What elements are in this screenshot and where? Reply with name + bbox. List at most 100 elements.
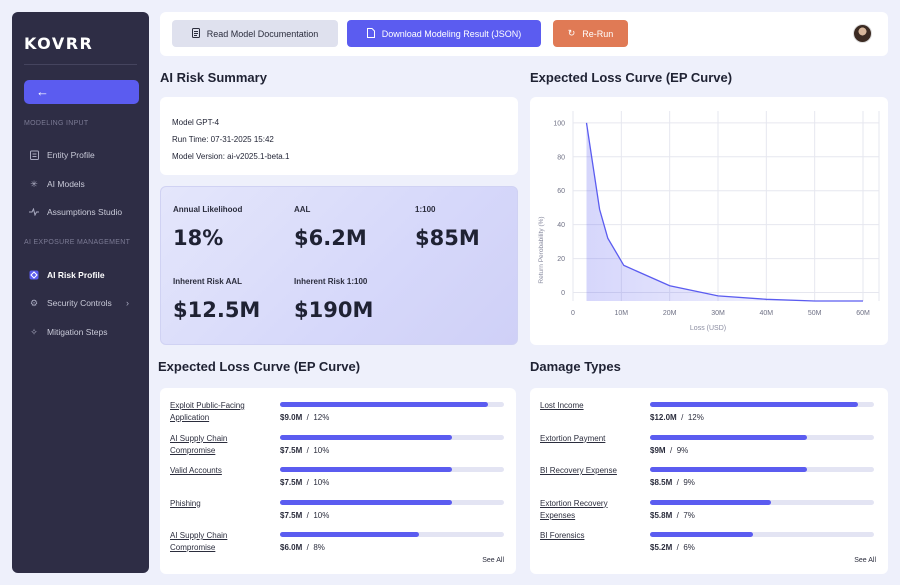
list-item-value: $7.5M / 10% (280, 511, 329, 520)
ep-curve-title: Expected Loss Curve (EP Curve) (530, 70, 733, 85)
y-tick-label: 100 (553, 120, 565, 127)
percent: 7% (683, 510, 695, 520)
metric-label: 1:100 (415, 205, 436, 214)
progress-track (280, 467, 504, 472)
percent: 12% (687, 413, 704, 422)
metric-aal: AAL $6.2M (294, 205, 367, 250)
amount: $5.8M (650, 510, 673, 520)
list-item-value: $5.2M / 6% (650, 543, 695, 552)
sidebar-item-label: AI Models (47, 179, 85, 189)
techniques-card: See All Exploit Public-Facing Applicatio… (160, 388, 516, 574)
amount: $9M (650, 445, 666, 455)
list-item-label[interactable]: AI Supply Chain Compromise (170, 433, 228, 455)
read-docs-label: Read Model Documentation (206, 28, 319, 39)
sidebar-item-assumptions-studio[interactable]: Assumptions Studio (24, 202, 139, 222)
see-all-link[interactable]: See All (482, 557, 504, 564)
sidebar-item-label: Entity Profile (47, 150, 95, 160)
sidebar-item-ai-models[interactable]: ✳ AI Models (24, 174, 139, 194)
ai-risk-summary-title: AI Risk Summary (160, 70, 267, 85)
progress-track (650, 467, 874, 472)
x-tick-label: 40M (760, 310, 774, 317)
progress-track (650, 434, 874, 440)
sidebar-item-entity-profile[interactable]: Entity Profile (24, 145, 139, 165)
metric-label: Inherent Risk 1:100 (294, 277, 368, 286)
metric-inherent-risk-1-100: Inherent Risk 1:100 $190M (294, 277, 373, 322)
list-item-label[interactable]: AI Supply Chain Compromise (170, 531, 228, 552)
amount: $7.5M (280, 445, 303, 455)
run-time: Run Time: 07-31-2025 15:42 (172, 135, 274, 144)
progress-fill (280, 467, 453, 472)
list-item-value: $9.0M / 12% (280, 413, 329, 422)
list-item-label[interactable]: BI Forensics (540, 531, 585, 540)
progress-fill (650, 467, 807, 472)
sparkle-icon: ✳ (30, 178, 38, 189)
ep-curve-chart-card: 0 20 40 60 80 100 0 10M 20M 30M 40M 50M 60M Loss (U… (530, 97, 888, 345)
rerun-button[interactable]: ↻ Re-Run (553, 20, 628, 47)
progress-track (280, 532, 504, 537)
download-json-button[interactable]: Download Modeling Result (JSON) (347, 20, 541, 47)
progress-fill (280, 532, 419, 537)
list-item-value: $5.8M / 7% (650, 511, 695, 520)
list-item-label[interactable]: Extortion Payment (540, 433, 606, 443)
list-item-value: $9M / 9% (650, 446, 688, 455)
model-name: Model GPT-4 (172, 118, 220, 127)
progress-fill (650, 532, 754, 537)
refresh-icon: ↻ (567, 28, 576, 38)
y-tick-label: 80 (557, 154, 565, 161)
section-label-modeling-input: MODELING INPUT (24, 120, 89, 127)
list-item-label[interactable]: Exploit Public-Facing Application (170, 401, 245, 422)
x-tick-label: 30M (711, 310, 725, 317)
list-item-label[interactable]: Phishing (170, 498, 201, 508)
metric-label: Inherent Risk AAL (173, 277, 243, 286)
y-tick-label: 20 (557, 256, 565, 263)
progress-track (280, 402, 504, 407)
sidebar-item-label: Security Controls (47, 298, 112, 308)
kovrr-logo[interactable]: KOVRR (24, 34, 94, 53)
damage-types-title: Damage Types (530, 359, 621, 374)
see-all-link[interactable]: See All (854, 557, 876, 564)
percent: 8% (313, 543, 325, 552)
metric-annual-likelihood: Annual Likelihood 18% (173, 205, 242, 250)
list-item-label[interactable]: Lost Income (540, 401, 584, 410)
amount: $7.5M (280, 478, 303, 487)
percent: 9% (676, 445, 689, 455)
model-version: Model Version: ai-v2025.1-beta.1 (172, 152, 290, 161)
document-icon (191, 27, 200, 40)
amount: $9.0M (280, 413, 303, 422)
divider (24, 64, 137, 65)
percent: 6% (683, 543, 695, 552)
list-item-value: $8.5M / 9% (650, 478, 695, 487)
separator: / (665, 445, 677, 455)
sidebar-item-mitigation-steps[interactable]: ✧ Mitigation Steps (24, 322, 139, 342)
y-tick-label: 40 (557, 222, 565, 229)
sidebar-item-ai-risk-profile[interactable]: AI Risk Profile (24, 265, 139, 285)
metric-label: Annual Likelihood (173, 205, 243, 214)
section-label-ai-exposure: AI EXPOSURE MANAGEMENT (24, 239, 131, 246)
top-toolbar: Read Model Documentation Download Modeli… (160, 12, 888, 56)
metric-value: $6.2M (294, 226, 367, 250)
progress-track (280, 499, 504, 505)
read-docs-button[interactable]: Read Model Documentation (172, 20, 338, 47)
separator: / (302, 478, 314, 487)
percent: 12% (313, 413, 330, 422)
avatar[interactable] (853, 24, 872, 43)
gear-icon: ⚙ (29, 297, 39, 308)
ep-curve-line (585, 122, 863, 302)
separator: / (302, 445, 314, 455)
list-item-label[interactable]: Valid Accounts (170, 466, 222, 475)
back-button[interactable]: ← (24, 80, 139, 104)
progress-fill (280, 434, 453, 440)
ep-curve-chart: 0 20 40 60 80 100 0 10M 20M 30M 40M 50M 60M Loss (U… (538, 111, 880, 332)
clipboard-icon (29, 150, 39, 160)
sidebar-item-label: AI Risk Profile (47, 270, 105, 280)
progress-track (280, 434, 504, 440)
percent: 10% (313, 510, 330, 520)
list-item-label[interactable]: BI Recovery Expense (540, 466, 617, 475)
metric-value: $12.5M (173, 298, 261, 322)
separator: / (302, 413, 314, 422)
progress-fill (280, 499, 453, 505)
separator: / (302, 543, 314, 552)
list-item-value: $6.0M / 8% (280, 543, 325, 552)
sidebar-item-security-controls[interactable]: ⚙ Security Controls › (24, 293, 139, 313)
list-item-label[interactable]: Extortion Recovery Expenses (540, 498, 608, 520)
